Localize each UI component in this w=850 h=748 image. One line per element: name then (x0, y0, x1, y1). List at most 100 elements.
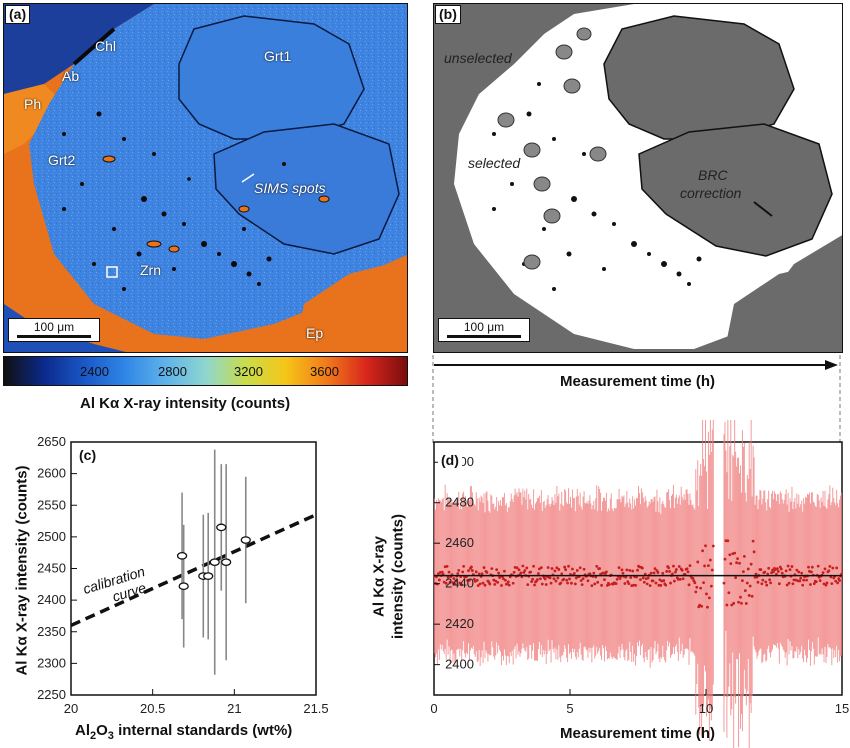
d-data-point (664, 583, 668, 587)
d-data-point (447, 570, 451, 574)
d-data-point (727, 591, 731, 595)
d-data-point (470, 565, 473, 569)
d-data-point (631, 569, 635, 573)
d-data-point (702, 581, 705, 585)
d-data-point (581, 577, 585, 581)
d-data-point (700, 604, 704, 608)
d-data-point (574, 576, 578, 580)
c-data-point (178, 582, 189, 591)
d-data-point (750, 594, 754, 598)
d-data-point (708, 596, 711, 600)
d-data-point (554, 579, 558, 583)
d-data-point (788, 568, 792, 572)
d-data-point (709, 584, 713, 588)
d-data-point (740, 601, 743, 605)
d-data-point (456, 572, 460, 575)
d-data-point (754, 572, 758, 576)
d-data-point (481, 581, 485, 585)
c-xtick-label: 21.5 (303, 701, 328, 716)
d-data-point (787, 581, 791, 585)
d-data-point (519, 571, 523, 575)
d-data-point (515, 566, 519, 570)
d-data-point (560, 572, 564, 576)
d-data-point (790, 565, 794, 568)
d-data-point (490, 567, 494, 571)
d-data-point (743, 589, 747, 593)
d-ytick-label: 2440 (445, 576, 474, 591)
d-data-point (708, 558, 712, 562)
d-data-point (831, 566, 835, 570)
d-data-point (615, 577, 619, 581)
d-data-point (530, 580, 534, 584)
d-data-point (668, 570, 671, 573)
d-data-point (805, 578, 808, 582)
d-data-point (495, 568, 499, 572)
d-data-point (765, 583, 769, 587)
d-data-point (559, 581, 563, 585)
d-data-point (568, 577, 571, 581)
d-data-point (477, 572, 481, 576)
d-data-point (506, 580, 510, 584)
colorbar-tick-3: 3200 (234, 364, 263, 379)
d-data-point (691, 577, 695, 580)
d-data-point (648, 584, 652, 588)
panel-d-label: (d) (438, 452, 462, 469)
d-data-point (452, 577, 456, 580)
d-data-point (728, 553, 732, 557)
d-data-point (454, 579, 458, 583)
d-data-point (557, 568, 561, 571)
d-data-point (763, 570, 767, 574)
d-data-point (667, 566, 670, 570)
d-data-point (531, 577, 534, 581)
d-data-point (687, 583, 691, 587)
c-xtick-label: 20 (64, 701, 78, 716)
d-data-point (760, 582, 764, 586)
d-data-point (543, 577, 547, 581)
d-data-point (458, 581, 462, 585)
d-data-point (540, 582, 544, 586)
d-data-point (761, 578, 765, 582)
d-data-point (457, 568, 461, 572)
d-data-point (500, 584, 503, 587)
d-data-point (628, 568, 632, 572)
d-data-point (678, 577, 682, 581)
d-data-point (446, 575, 450, 579)
d-data-point (696, 560, 700, 564)
label-unselected: unselected (444, 50, 512, 66)
d-data-point (703, 564, 706, 568)
d-data-point (776, 570, 780, 573)
d-data-point (444, 581, 448, 585)
d-data-point (572, 571, 576, 575)
guide-lines (432, 355, 841, 443)
d-data-point (618, 577, 622, 580)
d-data-point (725, 603, 729, 607)
d-data-point (768, 578, 772, 582)
d-data-point (810, 565, 814, 569)
d-xtick-label: 5 (566, 701, 573, 716)
d-data-point (706, 605, 709, 609)
d-data-point (640, 566, 644, 570)
d-data-point (766, 572, 770, 576)
d-data-point (460, 583, 464, 587)
d-data-point (533, 583, 536, 587)
d-data-point (809, 583, 812, 586)
panel-a-label: (a) (5, 5, 31, 24)
d-data-point (812, 582, 816, 586)
d-data-point (525, 566, 529, 570)
d-data-point (451, 581, 455, 584)
d-data-point (745, 581, 749, 585)
c-ytick-label: 2450 (37, 561, 66, 576)
time-arrow (434, 360, 838, 370)
c-data-point (221, 558, 232, 567)
d-data-point (665, 570, 669, 573)
colorbar-title: Al Kα X-ray intensity (counts) (80, 395, 291, 412)
d-data-point (485, 570, 489, 574)
d-data-point (772, 570, 775, 574)
d-data-point (488, 582, 492, 586)
panel-c-label: (c) (76, 447, 100, 464)
d-data-point (538, 577, 542, 581)
c-ytick-label: 2550 (37, 497, 66, 512)
d-data-point (496, 580, 500, 584)
d-data-point (529, 570, 533, 574)
d-data-point (552, 577, 556, 581)
